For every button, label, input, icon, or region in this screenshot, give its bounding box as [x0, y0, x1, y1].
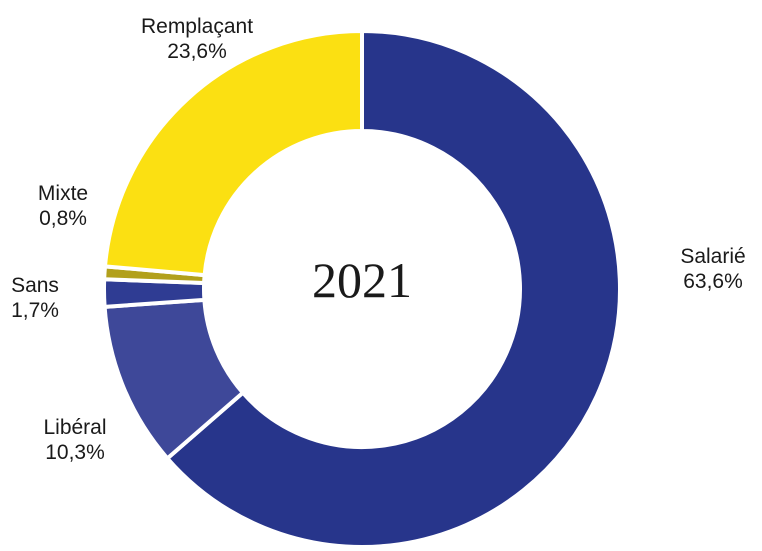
- slice-name-sans: Sans: [11, 274, 59, 297]
- center-year-label: 2021: [312, 252, 412, 308]
- slice-percent-sans: 1,7%: [11, 299, 59, 322]
- slice-percent-remplacant: 23,6%: [167, 40, 227, 63]
- slice-name-salarie: Salarié: [680, 245, 746, 268]
- slice-percent-salarie: 63,6%: [683, 270, 743, 293]
- slice-name-mixte: Mixte: [37, 182, 89, 205]
- slice-label-mixte: Mixte 0,8%: [18, 181, 108, 231]
- slice-name-remplacant: Remplaçant: [140, 15, 254, 38]
- slice-name-liberal: Libéral: [43, 416, 107, 439]
- slice-label-liberal: Libéral 10,3%: [20, 415, 130, 465]
- slice-layer: [102, 29, 622, 549]
- slice-salarie: [165, 29, 622, 549]
- slice-remplacant: [102, 29, 364, 278]
- slice-percent-liberal: 10,3%: [45, 441, 105, 464]
- slice-percent-mixte: 0,8%: [39, 207, 87, 230]
- slice-label-sans: Sans 1,7%: [0, 273, 70, 323]
- slice-label-remplacant: Remplaçant 23,6%: [122, 14, 272, 64]
- slice-label-salarie: Salarié 63,6%: [668, 244, 758, 294]
